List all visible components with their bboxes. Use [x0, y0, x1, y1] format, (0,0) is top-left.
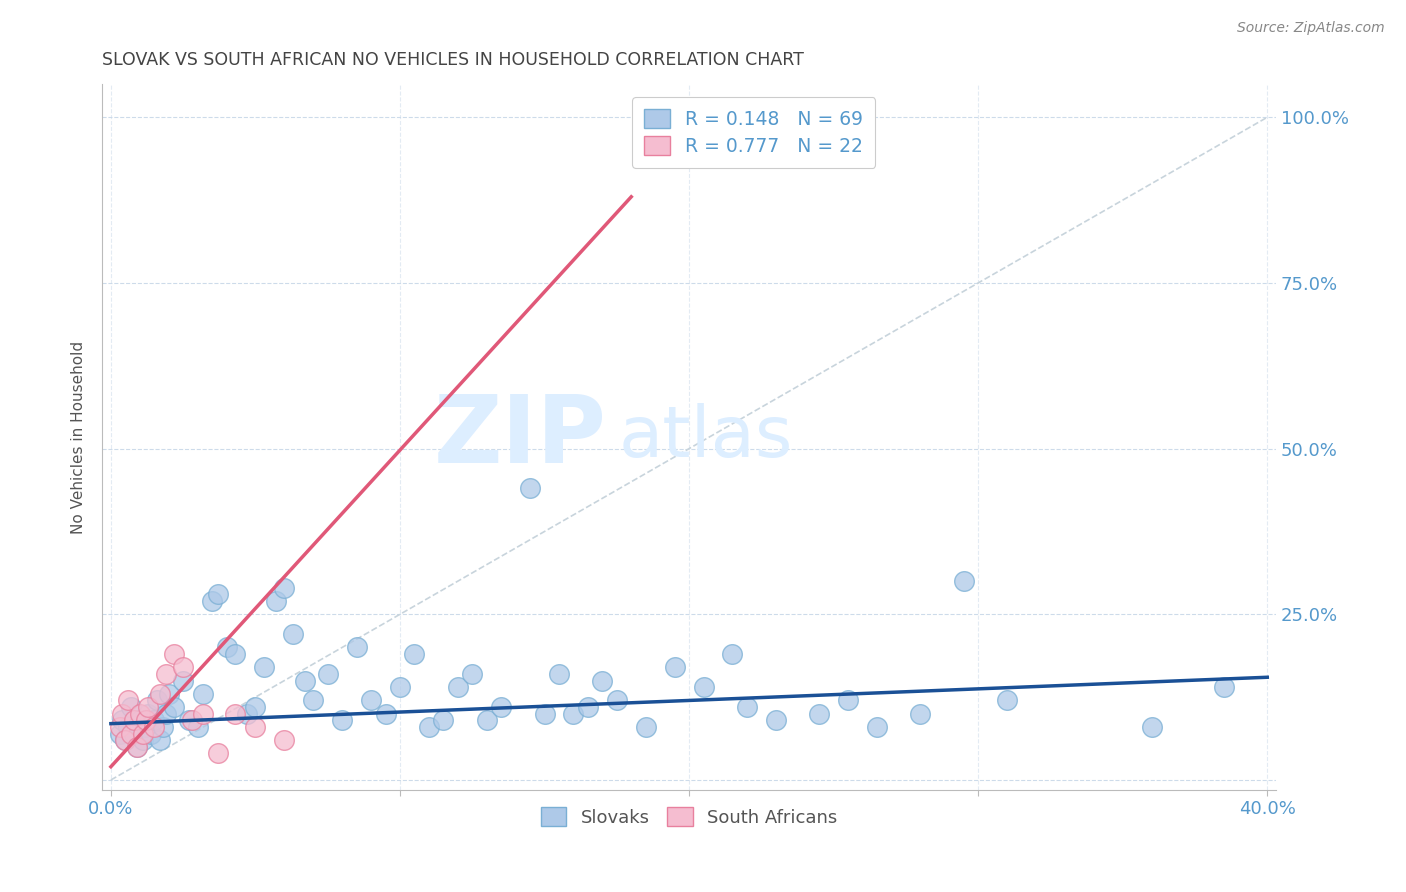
Point: [489, 700, 512, 714]
Point: [591, 673, 613, 688]
Point: [330, 714, 353, 728]
Point: [245, 720, 267, 734]
Point: [273, 733, 295, 747]
Point: [207, 587, 229, 601]
Point: [117, 693, 139, 707]
Point: [128, 706, 150, 721]
Point: [149, 733, 172, 747]
Point: [461, 667, 484, 681]
Point: [138, 700, 160, 714]
Point: [152, 720, 174, 734]
Text: Source: ZipAtlas.com: Source: ZipAtlas.com: [1237, 21, 1385, 35]
Point: [172, 673, 194, 688]
Point: [765, 714, 787, 728]
Point: [533, 706, 555, 721]
Point: [837, 693, 859, 707]
Point: [143, 720, 166, 734]
Point: [111, 706, 134, 721]
Text: atlas: atlas: [619, 402, 793, 472]
Point: [120, 726, 142, 740]
Point: [808, 706, 831, 721]
Point: [172, 660, 194, 674]
Point: [360, 693, 382, 707]
Point: [388, 680, 411, 694]
Point: [201, 594, 224, 608]
Text: SLOVAK VS SOUTH AFRICAN NO VEHICLES IN HOUSEHOLD CORRELATION CHART: SLOVAK VS SOUTH AFRICAN NO VEHICLES IN H…: [103, 51, 804, 69]
Point: [207, 747, 229, 761]
Point: [128, 714, 150, 728]
Text: ZIP: ZIP: [434, 391, 607, 483]
Point: [316, 667, 339, 681]
Point: [143, 714, 166, 728]
Point: [138, 706, 160, 721]
Point: [177, 714, 200, 728]
Point: [108, 720, 131, 734]
Point: [163, 647, 186, 661]
Point: [125, 739, 148, 754]
Point: [224, 706, 246, 721]
Point: [1212, 680, 1234, 694]
Point: [866, 720, 889, 734]
Point: [1140, 720, 1163, 734]
Point: [131, 726, 153, 740]
Point: [155, 667, 177, 681]
Point: [146, 693, 169, 707]
Point: [253, 660, 276, 674]
Point: [519, 482, 541, 496]
Point: [606, 693, 628, 707]
Point: [634, 720, 657, 734]
Point: [135, 714, 157, 728]
Point: [155, 706, 177, 721]
Point: [995, 693, 1018, 707]
Point: [149, 687, 172, 701]
Point: [193, 687, 215, 701]
Point: [245, 700, 267, 714]
Point: [236, 706, 259, 721]
Point: [157, 687, 180, 701]
Point: [735, 700, 758, 714]
Point: [475, 714, 498, 728]
Point: [273, 581, 295, 595]
Point: [108, 726, 131, 740]
Point: [302, 693, 325, 707]
Point: [215, 640, 238, 655]
Point: [131, 733, 153, 747]
Point: [404, 647, 426, 661]
Point: [562, 706, 585, 721]
Point: [447, 680, 470, 694]
Point: [294, 673, 316, 688]
Point: [125, 739, 148, 754]
Point: [264, 594, 287, 608]
Point: [120, 700, 142, 714]
Point: [692, 680, 714, 694]
Point: [548, 667, 571, 681]
Point: [122, 714, 145, 728]
Point: [193, 706, 215, 721]
Point: [418, 720, 440, 734]
Point: [224, 647, 246, 661]
Legend: Slovaks, South Africans: Slovaks, South Africans: [533, 800, 845, 834]
Point: [346, 640, 368, 655]
Point: [576, 700, 599, 714]
Point: [135, 720, 157, 734]
Point: [281, 627, 304, 641]
Point: [187, 720, 209, 734]
Point: [114, 733, 136, 747]
Point: [432, 714, 454, 728]
Point: [180, 714, 202, 728]
Point: [141, 726, 163, 740]
Point: [163, 700, 186, 714]
Point: [910, 706, 932, 721]
Point: [664, 660, 686, 674]
Point: [721, 647, 744, 661]
Point: [111, 714, 134, 728]
Point: [117, 720, 139, 734]
Point: [122, 726, 145, 740]
Point: [374, 706, 396, 721]
Point: [114, 733, 136, 747]
Y-axis label: No Vehicles in Household: No Vehicles in Household: [72, 341, 86, 533]
Point: [952, 574, 974, 589]
